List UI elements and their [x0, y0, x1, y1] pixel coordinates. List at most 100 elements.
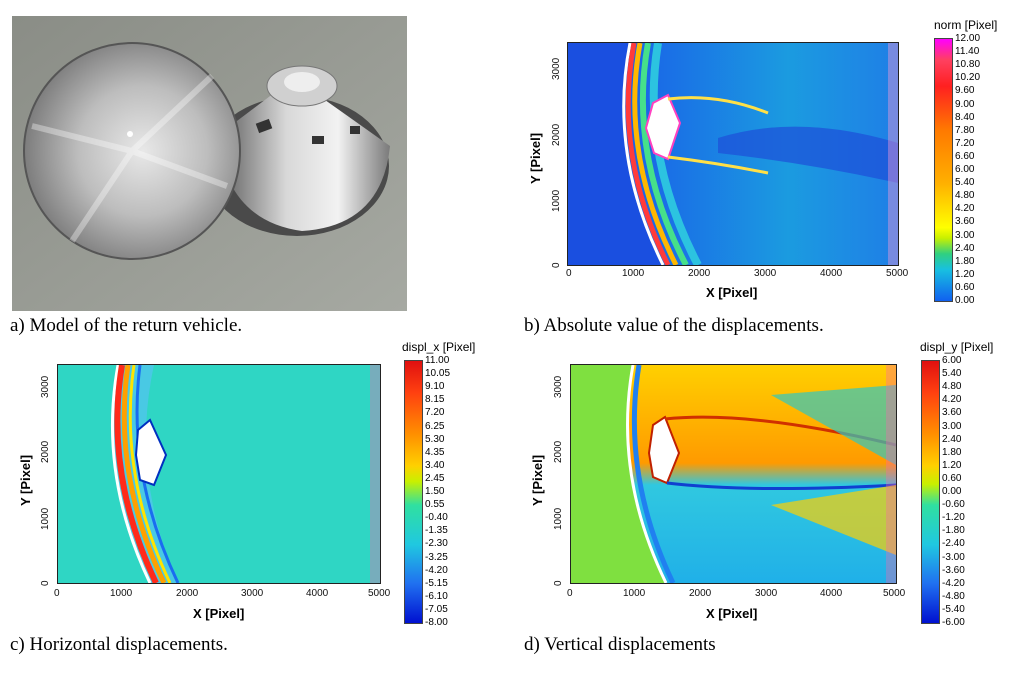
colorbar-b-tick: 4.20 [955, 203, 975, 215]
plot-c-xtick: 0 [54, 588, 60, 599]
colorbar-c-tick: 4.35 [425, 446, 445, 458]
plot-b-xtick: 2000 [688, 268, 711, 279]
colorbar-d-tick: 0.00 [942, 486, 962, 497]
colorbar-c-tick: -0.40 [425, 512, 448, 524]
colorbar-d [921, 360, 940, 624]
colorbar-d-ticks: 6.00 5.40 4.80 4.20 3.60 3.00 2.40 1.80 1.20 0.60… [942, 355, 1002, 628]
colorbar-b-tick: 10.80 [955, 59, 981, 71]
colorbar-b-tick: 7.80 [955, 124, 975, 136]
colorbar-b-tick: 9.60 [955, 85, 975, 97]
plot-d-ytick: 0 [553, 580, 564, 586]
colorbar-d-title: displ_y [Pixel] [920, 340, 994, 354]
model-photo [12, 16, 407, 311]
colorbar-d-tick: 4.80 [942, 381, 962, 393]
colorbar-b-tick: 0.60 [955, 281, 975, 293]
plot-b-xtick: 4000 [820, 268, 843, 279]
colorbar-c-tick: -7.05 [425, 603, 448, 615]
colorbar-b-tick: 8.40 [955, 111, 975, 123]
colorbar-b-title: norm [Pixel] [934, 18, 998, 32]
colorbar-d-tick: 6.00 [942, 355, 962, 366]
plot-c-xlabel: X [Pixel] [193, 606, 245, 621]
plot-c-xtick: 2000 [176, 588, 199, 599]
colorbar-b-tick: 1.80 [955, 255, 975, 267]
colorbar-d-tick: 1.80 [942, 446, 962, 458]
colorbar-c-tick: 5.30 [425, 433, 445, 445]
plot-d-xtick: 1000 [623, 588, 646, 599]
colorbar-b-tick: 6.00 [955, 164, 975, 175]
colorbar-d-tick: -4.20 [942, 577, 965, 589]
colorbar-c-tick: -6.10 [425, 590, 448, 602]
plot-b-ylabel: Y [Pixel] [528, 132, 543, 184]
plot-d-xtick: 4000 [820, 588, 843, 599]
plot-c-ytick: 2000 [40, 440, 51, 463]
colorbar-c-tick: 7.20 [425, 407, 445, 419]
plot-b-ytick: 0 [551, 262, 562, 268]
plot-c-xtick: 3000 [241, 588, 264, 599]
colorbar-c-title: displ_x [Pixel] [402, 340, 476, 354]
colorbar-b-ticks: 12.00 11.40 10.80 10.20 9.60 9.00 8.40 7.80 7.20… [955, 33, 1015, 306]
colorbar-b-tick: 7.20 [955, 137, 975, 149]
colorbar-d-tick: 1.20 [942, 459, 962, 471]
plot-b-xtick: 0 [566, 268, 572, 279]
colorbar-b-tick: 1.20 [955, 268, 975, 280]
caption-b: b) Absolute value of the displacements. [524, 315, 824, 336]
plot-d-ytick: 1000 [553, 507, 564, 530]
colorbar-c-tick: 10.05 [425, 368, 451, 380]
colorbar-d-tick: -0.60 [942, 499, 965, 511]
colorbar-c-tick: -5.15 [425, 577, 448, 589]
colorbar-b-tick: 2.40 [955, 242, 975, 254]
plot-d-xlabel: X [Pixel] [706, 606, 758, 621]
colorbar-d-tick: 2.40 [942, 433, 962, 445]
colorbar-d-tick: 0.60 [942, 472, 962, 484]
plot-d-xtick: 3000 [755, 588, 778, 599]
plot-b-norm [567, 42, 899, 266]
colorbar-c-tick: 2.45 [425, 472, 445, 484]
colorbar-b [934, 38, 953, 302]
colorbar-c [404, 360, 423, 624]
plot-c-xtick: 1000 [110, 588, 133, 599]
plot-d-displ-y [570, 364, 897, 584]
colorbar-b-tick: 5.40 [955, 177, 975, 189]
colorbar-d-tick: -3.00 [942, 551, 965, 563]
colorbar-c-tick: 3.40 [425, 459, 445, 471]
colorbar-c-tick: 1.50 [425, 486, 445, 497]
colorbar-d-tick: -3.60 [942, 564, 965, 576]
colorbar-c-tick: -8.00 [425, 617, 448, 628]
plot-b-xtick: 3000 [754, 268, 777, 279]
plot-c-ytick: 0 [40, 580, 51, 586]
plot-c-xtick: 4000 [306, 588, 329, 599]
plot-c-ylabel: Y [Pixel] [18, 454, 33, 506]
plot-d-xtick: 2000 [689, 588, 712, 599]
colorbar-c-tick: -3.25 [425, 551, 448, 563]
caption-d: d) Vertical displacements [524, 634, 716, 655]
plot-b-xlabel: X [Pixel] [706, 285, 758, 300]
colorbar-b-tick: 4.80 [955, 190, 975, 202]
plot-b-xtick: 1000 [622, 268, 645, 279]
colorbar-c-tick: 8.15 [425, 394, 445, 406]
plot-d-xtick: 5000 [883, 588, 906, 599]
colorbar-d-tick: 4.20 [942, 394, 962, 406]
plot-d-ylabel: Y [Pixel] [530, 454, 545, 506]
plot-d-ytick: 3000 [553, 375, 564, 398]
colorbar-b-tick: 0.00 [955, 295, 975, 306]
colorbar-c-tick: 6.25 [425, 420, 445, 432]
colorbar-b-tick: 10.20 [955, 72, 981, 84]
plot-b-xtick: 5000 [886, 268, 909, 279]
colorbar-d-tick: -4.80 [942, 590, 965, 602]
colorbar-d-tick: 3.00 [942, 420, 962, 432]
colorbar-c-tick: 9.10 [425, 381, 445, 393]
plot-c-ytick: 1000 [40, 507, 51, 530]
plot-b-ytick: 1000 [551, 189, 562, 212]
caption-a: a) Model of the return vehicle. [10, 315, 243, 336]
colorbar-d-tick: 3.60 [942, 407, 962, 419]
colorbar-d-tick: -1.80 [942, 525, 965, 537]
plot-d-ytick: 2000 [553, 440, 564, 463]
colorbar-c-ticks: 11.00 10.05 9.10 8.15 7.20 6.25 5.30 4.35 3.40 2.… [425, 355, 485, 628]
colorbar-c-tick: 11.00 [425, 355, 450, 366]
colorbar-b-tick: 3.00 [955, 229, 975, 241]
plot-d-xtick: 0 [567, 588, 573, 599]
colorbar-d-tick: -2.40 [942, 538, 965, 550]
colorbar-b-tick: 11.40 [955, 46, 980, 58]
plot-b-ytick: 3000 [551, 57, 562, 80]
colorbar-b-tick: 6.60 [955, 150, 975, 162]
